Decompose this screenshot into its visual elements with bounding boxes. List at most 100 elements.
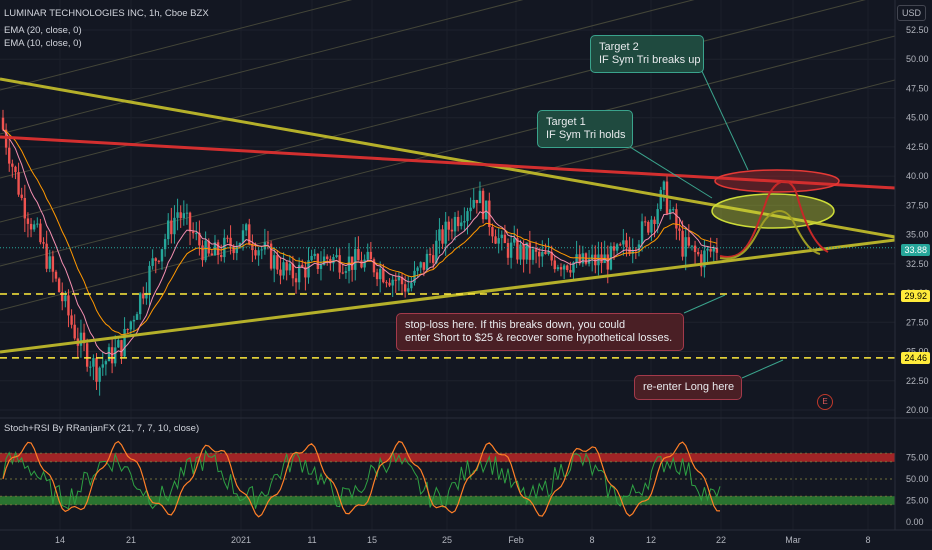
candle-body <box>176 212 179 218</box>
candle-body <box>500 234 503 239</box>
candle-body <box>659 189 662 210</box>
time-tick-label: 21 <box>126 535 136 545</box>
candle-body <box>656 209 659 225</box>
ema-line <box>2 129 718 356</box>
candle-body <box>195 232 198 234</box>
chart-grid <box>0 29 895 411</box>
ema-line <box>2 129 718 336</box>
candle-body <box>14 166 17 173</box>
candle-body <box>341 272 344 274</box>
candle-body <box>29 223 33 230</box>
candle-body <box>509 242 513 258</box>
candle-body <box>163 239 167 250</box>
price-tick-label: 27.50 <box>906 317 929 327</box>
projection-shapes <box>629 66 840 379</box>
candle-body <box>528 242 532 260</box>
candle-body <box>20 194 23 198</box>
candle-body <box>135 314 139 320</box>
price-tick-label: 35.00 <box>906 230 929 240</box>
candle-body <box>291 263 295 279</box>
candle-body <box>438 229 441 241</box>
candle-body <box>388 282 391 286</box>
candle-body <box>709 248 712 252</box>
candle-body <box>547 251 550 255</box>
target2-text: IF Sym Tri breaks up <box>599 54 701 66</box>
earnings-icon[interactable]: E <box>817 394 833 410</box>
candle-body <box>435 240 438 263</box>
time-tick-label: 8 <box>865 535 870 545</box>
candle-body <box>48 256 51 269</box>
candle-body <box>254 250 257 256</box>
candle-body <box>354 249 357 270</box>
candle-body <box>64 295 67 302</box>
candle-body <box>344 271 348 273</box>
candle-body <box>537 251 541 257</box>
price-tick-label: 22.50 <box>906 376 929 386</box>
osc-tick-label: 0.00 <box>906 517 924 527</box>
candle-body <box>494 236 497 244</box>
stoch-line <box>2 440 721 518</box>
candle-body <box>82 332 86 344</box>
candle-body <box>369 251 373 260</box>
candle-body <box>79 332 83 346</box>
candle-body <box>513 238 516 243</box>
time-tick-label: 14 <box>55 535 65 545</box>
oscillator-legend: Stoch+RSI By RRanjanFX (21, 7, 7, 10, cl… <box>4 423 200 434</box>
candle-body <box>428 253 432 256</box>
candle-body <box>329 258 332 264</box>
candle-body <box>503 234 507 244</box>
candle-body <box>276 255 279 270</box>
candle-body <box>640 221 644 245</box>
stop-loss-note: stop-loss here. If this breaks down, you… <box>396 313 684 351</box>
candle-body <box>114 347 117 364</box>
time-tick-label: Feb <box>508 535 524 545</box>
candle-body <box>622 240 625 245</box>
target1-title: Target 1 <box>546 116 586 128</box>
oversold-band <box>0 496 895 505</box>
candle-body <box>54 271 58 279</box>
candle-body <box>282 262 285 276</box>
candle-body <box>416 267 419 271</box>
candle-body <box>400 276 404 285</box>
stop-price-tag: 29.92 <box>901 290 930 302</box>
candle-body <box>167 220 170 240</box>
oscillator-pane <box>0 440 895 518</box>
triangle-lower-line <box>0 238 896 354</box>
candle-body <box>238 242 242 247</box>
candle-body <box>36 223 39 225</box>
candle-body <box>142 293 145 299</box>
candle-body <box>322 256 326 265</box>
candle-body <box>382 268 385 283</box>
candle-body <box>681 230 684 257</box>
candle-body <box>95 358 98 382</box>
candle-body <box>294 278 298 283</box>
candle-body <box>366 251 369 260</box>
price-tick-label: 32.50 <box>906 259 929 269</box>
candle-body <box>581 253 585 264</box>
candle-body <box>391 279 394 286</box>
target2-pointer <box>699 66 749 171</box>
candle-body <box>335 255 338 258</box>
candle-body <box>413 270 416 283</box>
candle-body <box>397 276 401 281</box>
candle-body <box>244 224 248 231</box>
target1-pointer <box>629 146 713 199</box>
candle-body <box>104 361 108 365</box>
candle-body <box>145 292 148 299</box>
candle-body <box>266 242 270 244</box>
currency-badge[interactable]: USD <box>896 5 926 21</box>
candle-body <box>279 269 282 276</box>
candle-body <box>575 254 578 263</box>
candle-body <box>497 238 500 244</box>
candle-body <box>706 248 709 251</box>
candle-body <box>410 282 413 289</box>
candle-body <box>70 315 73 325</box>
candle-body <box>572 262 575 273</box>
candle-body <box>484 200 488 220</box>
candle-body <box>619 244 622 246</box>
projection-path-olive <box>719 210 821 260</box>
candle-body <box>650 219 653 233</box>
candle-body <box>117 340 120 348</box>
candle-body <box>516 238 519 260</box>
